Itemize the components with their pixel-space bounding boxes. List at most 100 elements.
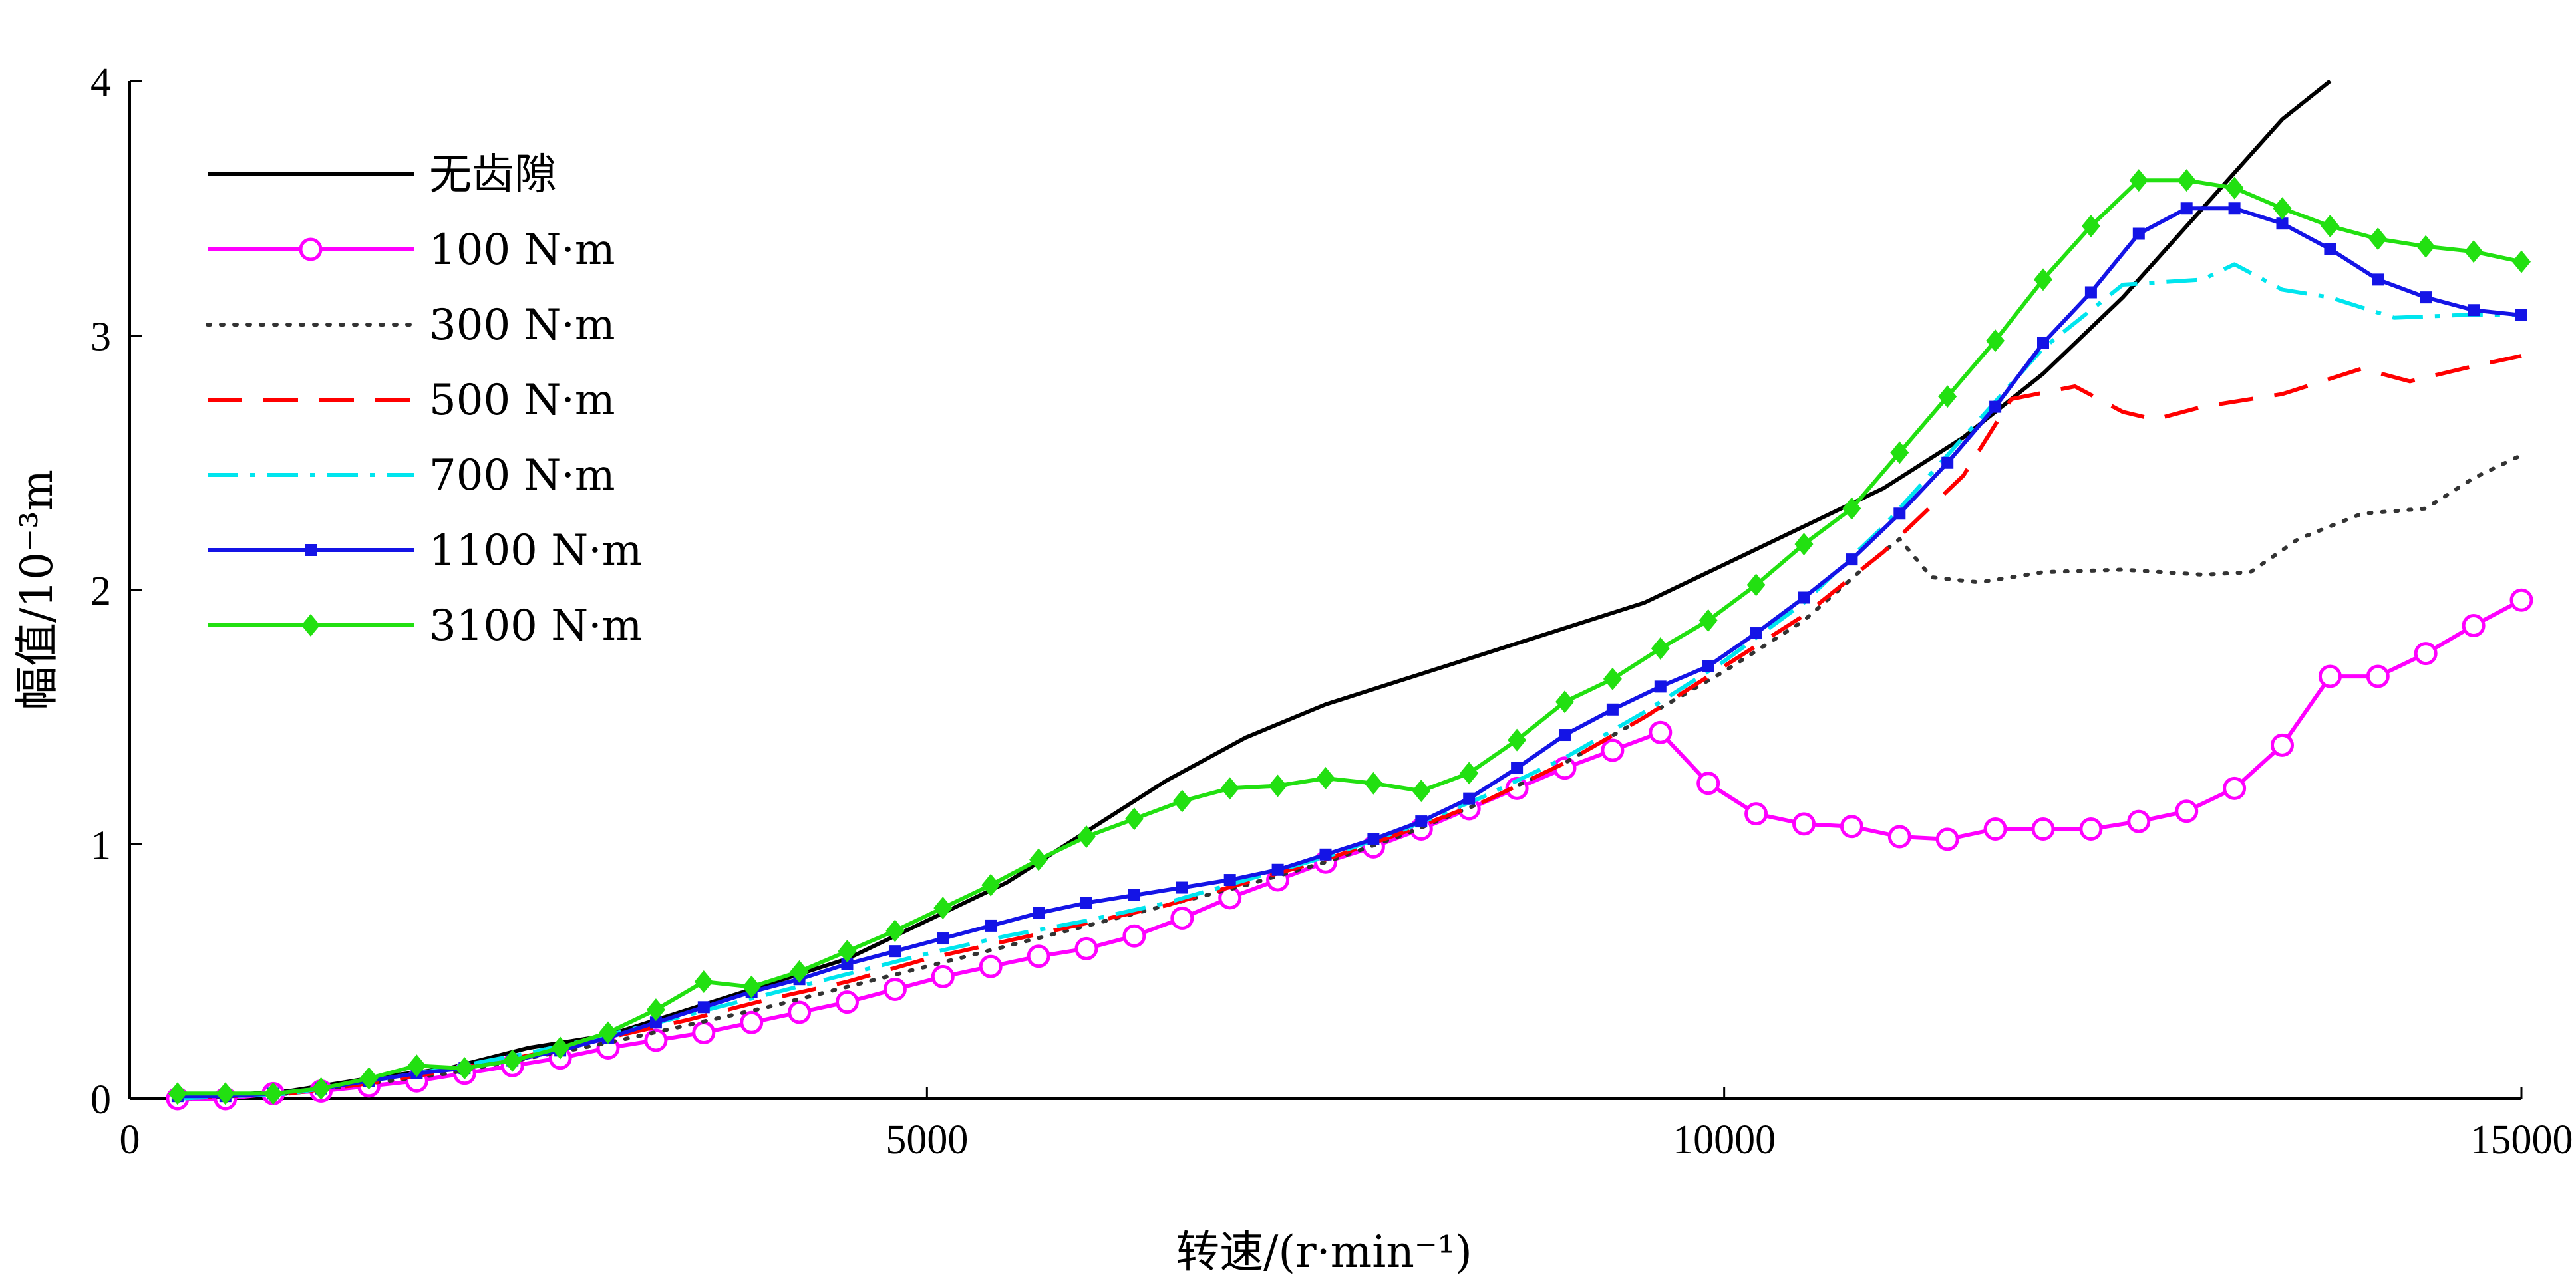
data-point — [742, 975, 761, 998]
data-point — [1460, 762, 1479, 785]
data-point — [1268, 774, 1287, 797]
data-point — [1074, 936, 1098, 960]
series-line — [177, 178, 2522, 1096]
series-3 — [177, 354, 2522, 1101]
y-tick-label: 2 — [90, 569, 111, 614]
data-point — [788, 1000, 812, 1024]
series-6 — [168, 169, 2531, 1105]
series-line — [177, 262, 2521, 1101]
data-point — [1033, 907, 1045, 919]
data-point — [2321, 215, 2340, 238]
data-point — [311, 1077, 331, 1100]
data-point — [1122, 924, 1146, 948]
x-tick-label: 5000 — [886, 1117, 968, 1163]
x-tick-label: 10000 — [1673, 1117, 1776, 1163]
data-point — [1223, 874, 1236, 887]
data-point — [1176, 881, 1188, 894]
y-tick-label: 0 — [90, 1077, 111, 1123]
data-point — [697, 1001, 710, 1014]
data-point — [551, 1036, 570, 1060]
data-point — [2368, 227, 2388, 251]
data-point — [2271, 733, 2294, 757]
data-point — [2273, 197, 2292, 220]
data-point — [1702, 660, 1714, 672]
data-point — [455, 1057, 474, 1080]
data-point — [2324, 243, 2336, 255]
data-point — [2037, 337, 2049, 349]
data-point — [1792, 812, 1816, 836]
legend-label: 300 N·m — [429, 301, 615, 350]
data-point — [644, 1028, 668, 1052]
data-point — [2416, 235, 2436, 258]
data-point — [1798, 591, 1810, 604]
legend-label: 500 N·m — [429, 376, 615, 425]
data-point — [2464, 240, 2484, 263]
data-point — [1415, 815, 1428, 828]
data-point — [985, 919, 997, 932]
data-point — [2031, 817, 2055, 841]
data-point — [931, 964, 955, 988]
data-point — [216, 1082, 235, 1105]
data-point — [1606, 703, 1619, 716]
y-axis-title: 幅值/10⁻³m — [11, 470, 63, 710]
data-point — [979, 954, 1003, 978]
data-point — [2132, 227, 2145, 240]
data-point — [1935, 827, 1959, 851]
legend-marker — [299, 237, 323, 261]
data-point — [2414, 642, 2438, 666]
data-point — [503, 1049, 522, 1072]
series-0 — [177, 79, 2332, 1101]
data-point — [2420, 291, 2432, 304]
y-tick-label: 3 — [90, 315, 111, 360]
ticks: 0 5000 10000 15000 0 1 2 3 4 — [90, 60, 2573, 1163]
data-point — [1367, 833, 1380, 845]
data-point — [2372, 273, 2384, 286]
x-axis-title: 转速/(r·min⁻¹) — [1176, 1226, 1472, 1278]
data-point — [2084, 286, 2097, 299]
y-tick-label: 1 — [90, 823, 111, 869]
data-point — [2318, 664, 2342, 688]
data-point — [1890, 441, 1909, 464]
data-point — [1603, 667, 1622, 690]
data-point — [886, 919, 905, 942]
data-point — [937, 932, 949, 945]
data-point — [1080, 897, 1092, 909]
data-point — [1696, 772, 1720, 795]
data-point — [1511, 762, 1524, 774]
data-point — [263, 1082, 283, 1105]
data-point — [1124, 807, 1144, 831]
x-tick-label: 0 — [120, 1117, 140, 1163]
data-point — [1651, 637, 1670, 660]
data-point — [790, 960, 809, 983]
data-point — [1842, 497, 1861, 520]
data-point — [1649, 720, 1673, 744]
data-point — [2225, 176, 2244, 200]
data-point — [649, 1016, 662, 1029]
data-point — [1986, 329, 2005, 353]
data-point — [1077, 825, 1096, 849]
data-point — [2515, 309, 2527, 321]
series-4 — [177, 262, 2521, 1101]
data-point — [1601, 738, 1625, 762]
y-tick-label: 4 — [90, 60, 111, 105]
data-point — [646, 998, 665, 1022]
series-line — [177, 79, 2332, 1101]
data-point — [1128, 889, 1140, 901]
legend-item: 1100 N·m — [208, 526, 642, 575]
data-point — [2468, 304, 2480, 317]
data-point — [838, 940, 857, 963]
data-point — [1412, 780, 1431, 803]
data-point — [1463, 792, 1476, 805]
data-point — [1271, 863, 1284, 876]
data-point — [1508, 728, 1527, 752]
legend-item: 300 N·m — [206, 301, 615, 350]
data-point — [1364, 772, 1383, 795]
legend-label: 100 N·m — [429, 225, 615, 275]
data-point — [599, 1021, 617, 1044]
data-point — [2079, 817, 2103, 841]
data-point — [1893, 507, 1906, 520]
data-point — [2129, 169, 2148, 192]
legend-item: 100 N·m — [208, 225, 615, 275]
data-point — [1220, 777, 1239, 800]
legend-item: 500 N·m — [208, 376, 615, 425]
